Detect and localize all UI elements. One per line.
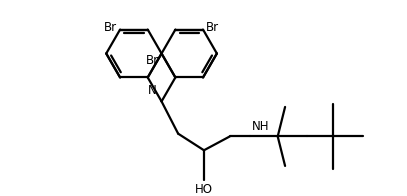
Text: Br: Br (146, 54, 159, 67)
Text: N: N (148, 84, 157, 97)
Text: NH: NH (252, 120, 269, 133)
Text: HO: HO (195, 183, 213, 196)
Text: Br: Br (206, 21, 219, 34)
Text: Br: Br (104, 21, 117, 34)
